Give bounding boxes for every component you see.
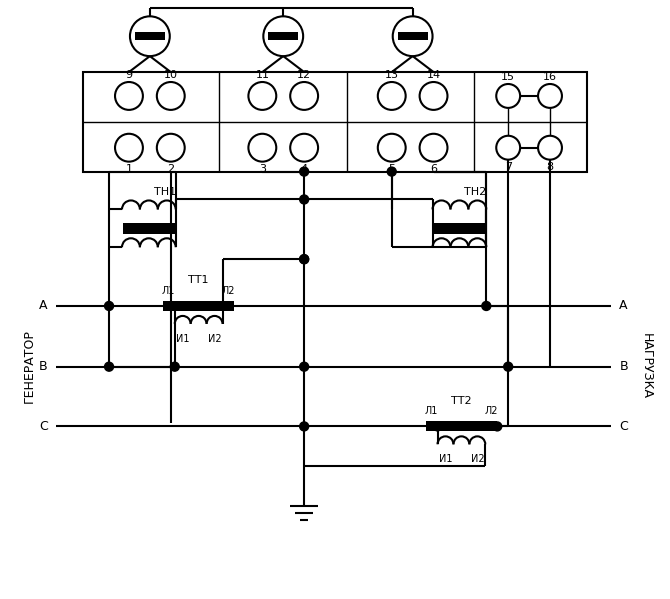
Circle shape bbox=[105, 301, 113, 310]
Text: 12: 12 bbox=[297, 70, 311, 80]
Circle shape bbox=[433, 422, 442, 431]
Text: С: С bbox=[619, 420, 628, 433]
Bar bbox=[425, 422, 497, 431]
Circle shape bbox=[378, 134, 405, 162]
Text: 11: 11 bbox=[255, 70, 269, 80]
Circle shape bbox=[290, 134, 318, 162]
Circle shape bbox=[299, 167, 309, 176]
Circle shape bbox=[419, 134, 448, 162]
Circle shape bbox=[299, 195, 309, 204]
Text: И2: И2 bbox=[470, 454, 484, 464]
Text: ТН2: ТН2 bbox=[464, 186, 486, 196]
Text: Л2: Л2 bbox=[222, 286, 235, 296]
Text: 13: 13 bbox=[385, 70, 399, 80]
Circle shape bbox=[299, 255, 309, 264]
Text: А: А bbox=[39, 300, 48, 313]
Circle shape bbox=[496, 84, 520, 108]
Text: 3: 3 bbox=[259, 164, 266, 174]
Circle shape bbox=[157, 82, 185, 110]
Text: А: А bbox=[619, 300, 628, 313]
Circle shape bbox=[504, 362, 513, 371]
Text: Л1: Л1 bbox=[425, 407, 438, 416]
Text: 2: 2 bbox=[168, 164, 174, 174]
Circle shape bbox=[482, 301, 490, 310]
Text: 14: 14 bbox=[427, 70, 441, 80]
Circle shape bbox=[130, 16, 170, 56]
Bar bbox=[433, 223, 485, 234]
Text: 10: 10 bbox=[163, 70, 178, 80]
Text: Л1: Л1 bbox=[162, 286, 176, 296]
Circle shape bbox=[115, 82, 143, 110]
Circle shape bbox=[249, 134, 276, 162]
Circle shape bbox=[496, 136, 520, 160]
Circle shape bbox=[378, 82, 405, 110]
Bar bbox=[123, 223, 175, 234]
Text: НАГРУЗКА: НАГРУЗКА bbox=[640, 333, 653, 399]
Circle shape bbox=[170, 362, 180, 371]
Circle shape bbox=[299, 362, 309, 371]
Circle shape bbox=[299, 255, 309, 264]
Text: 7: 7 bbox=[505, 162, 512, 172]
Circle shape bbox=[538, 136, 562, 160]
Text: 5: 5 bbox=[388, 164, 395, 174]
Text: 1: 1 bbox=[125, 164, 133, 174]
Circle shape bbox=[115, 134, 143, 162]
Text: ТН1: ТН1 bbox=[154, 186, 176, 196]
Circle shape bbox=[105, 362, 113, 371]
Circle shape bbox=[157, 134, 185, 162]
Circle shape bbox=[538, 84, 562, 108]
Bar bbox=[83, 72, 587, 171]
Circle shape bbox=[249, 82, 276, 110]
Circle shape bbox=[419, 82, 448, 110]
Circle shape bbox=[263, 16, 303, 56]
Text: В: В bbox=[39, 360, 48, 373]
Text: И1: И1 bbox=[439, 454, 452, 464]
Circle shape bbox=[299, 422, 309, 431]
Text: В: В bbox=[619, 360, 628, 373]
Text: И2: И2 bbox=[208, 334, 221, 344]
Bar bbox=[135, 32, 165, 40]
Circle shape bbox=[492, 422, 502, 431]
Text: И1: И1 bbox=[176, 334, 190, 344]
Text: 6: 6 bbox=[430, 164, 437, 174]
Text: ТТ1: ТТ1 bbox=[188, 275, 209, 285]
Circle shape bbox=[387, 167, 396, 176]
Circle shape bbox=[393, 16, 433, 56]
Text: 15: 15 bbox=[501, 72, 515, 82]
Text: С: С bbox=[39, 420, 48, 433]
Bar bbox=[398, 32, 427, 40]
Bar bbox=[268, 32, 298, 40]
Text: ГЕНЕРАТОР: ГЕНЕРАТОР bbox=[23, 329, 36, 403]
Text: 4: 4 bbox=[301, 164, 308, 174]
Text: 9: 9 bbox=[125, 70, 133, 80]
Text: ТТ2: ТТ2 bbox=[451, 395, 472, 406]
Circle shape bbox=[290, 82, 318, 110]
Text: Л2: Л2 bbox=[484, 407, 498, 416]
Text: 16: 16 bbox=[543, 72, 557, 82]
Bar bbox=[163, 301, 234, 311]
Text: 8: 8 bbox=[547, 162, 553, 172]
